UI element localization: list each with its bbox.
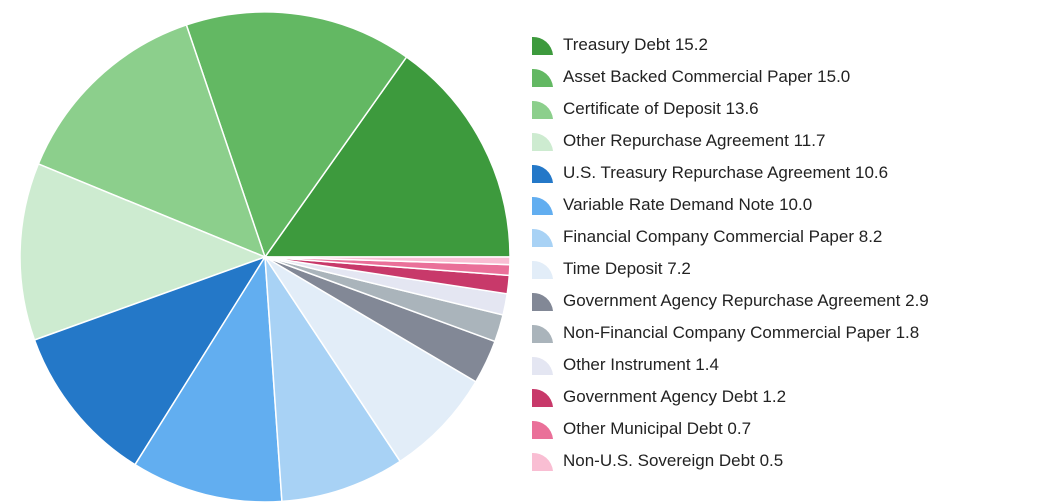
legend-swatch [532,196,553,215]
legend-value: 0.5 [760,451,784,470]
pie-slice [185,11,408,259]
legend-name: Non-U.S. Sovereign Debt [563,451,755,470]
legend-name: Variable Rate Demand Note [563,195,774,214]
legend-name: Other Repurchase Agreement [563,131,789,150]
legend-swatch [532,388,553,407]
legend-value: 1.8 [896,323,920,342]
legend-swatch [532,132,553,151]
legend-label: Certificate of Deposit 13.6 [563,99,759,118]
pie-slice [264,256,477,463]
legend-swatch [532,100,553,119]
legend-label: Treasury Debt 15.2 [563,35,708,54]
legend-name: Other Municipal Debt [563,419,723,438]
legend-swatch [532,68,553,87]
pie-slice [264,256,511,266]
legend-swatch [532,356,553,375]
legend-value: 11.7 [794,131,826,150]
legend-label: Asset Backed Commercial Paper 15.0 [563,67,850,86]
pie-slice [37,24,267,259]
legend-label: Other Repurchase Agreement 11.7 [563,131,825,150]
legend-label: Variable Rate Demand Note 10.0 [563,195,812,214]
pie-slice [33,255,267,466]
legend-swatch [532,324,553,343]
legend-value: 10.0 [779,195,812,214]
legend-name: U.S. Treasury Repurchase Agreement [563,163,851,182]
legend-name: Asset Backed Commercial Paper [563,67,813,86]
legend-label: Financial Company Commercial Paper 8.2 [563,227,882,246]
legend-swatch [532,292,553,311]
legend-swatch [532,164,553,183]
legend-name: Certificate of Deposit [563,99,721,118]
legend-label: Government Agency Repurchase Agreement 2… [563,291,929,310]
legend-label: Time Deposit 7.2 [563,259,691,278]
legend-name: Treasury Debt [563,35,670,54]
legend-value: 0.7 [727,419,751,438]
legend-swatch [532,420,553,439]
legend-name: Government Agency Repurchase Agreement [563,291,901,310]
legend-name: Non-Financial Company Commercial Paper [563,323,891,342]
legend-value: 15.0 [817,67,850,86]
legend-value: 1.2 [762,387,786,406]
legend-label: Other Municipal Debt 0.7 [563,419,751,438]
pie-slice [263,55,511,258]
legend-label: Other Instrument 1.4 [563,355,719,374]
legend-value: 1.4 [695,355,719,374]
legend-value: 10.6 [855,163,888,182]
legend-value: 8.2 [859,227,883,246]
legend-name: Time Deposit [563,259,663,278]
legend-value: 13.6 [726,99,759,118]
legend-name: Financial Company Commercial Paper [563,227,854,246]
legend-value: 15.2 [675,35,708,54]
pie-slice [19,162,268,341]
legend-swatch [532,452,553,471]
legend-swatch [532,228,553,247]
legend-label: Government Agency Debt 1.2 [563,387,786,406]
legend-value: 2.9 [905,291,929,310]
pie-slice [264,254,402,502]
legend-label: Non-Financial Company Commercial Paper 1… [563,323,919,342]
legend-value: 7.2 [667,259,691,278]
legend-swatch [532,36,553,55]
legend-swatch [532,260,553,279]
legend-name: Other Instrument [563,355,691,374]
legend-label: Non-U.S. Sovereign Debt 0.5 [563,451,783,470]
legend-label: U.S. Treasury Repurchase Agreement 10.6 [563,163,888,182]
legend-name: Government Agency Debt [563,387,758,406]
